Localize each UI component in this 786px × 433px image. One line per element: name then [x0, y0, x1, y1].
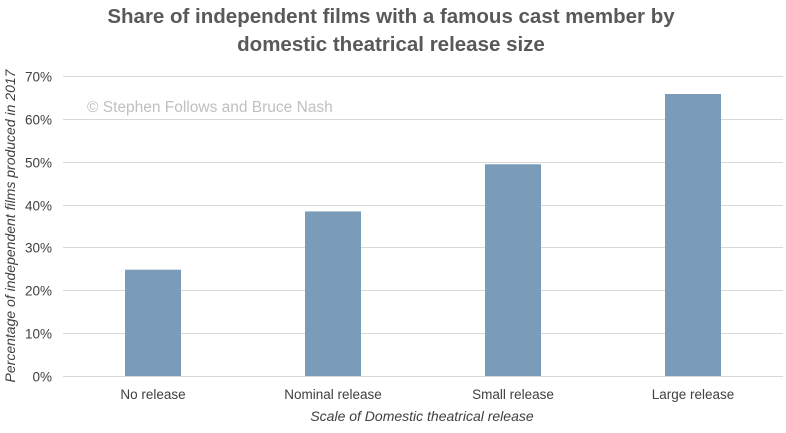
y-tick-label: 50%: [25, 156, 52, 171]
x-tick-label: Nominal release: [284, 387, 382, 402]
x-axis-ticks: No release Nominal release Small release La…: [120, 387, 734, 402]
bars: [125, 94, 721, 376]
x-tick-label: Small release: [472, 387, 554, 402]
bar-no-release: [125, 269, 181, 376]
y-tick-label: 10%: [25, 327, 52, 342]
x-tick-label: No release: [120, 387, 185, 402]
bar-small-release: [485, 164, 541, 376]
bar-nominal-release: [305, 211, 361, 376]
gridlines: [63, 76, 783, 377]
y-tick-label: 40%: [25, 199, 52, 214]
y-tick-label: 70%: [25, 70, 52, 85]
y-axis-ticks: 0% 10% 20% 30% 40% 50% 60% 70%: [25, 70, 52, 385]
copyright-watermark: © Stephen Follows and Bruce Nash: [87, 99, 333, 116]
chart-title-line-2: domestic theatrical release size: [237, 33, 545, 56]
bar-large-release: [665, 94, 721, 376]
chart-title-line-1: Share of independent films with a famous…: [107, 5, 675, 28]
y-tick-label: 20%: [25, 284, 52, 299]
x-tick-label: Large release: [652, 387, 735, 402]
y-tick-label: 60%: [25, 113, 52, 128]
y-tick-label: 0%: [32, 370, 52, 385]
y-axis-title: Percentage of independent films produced…: [2, 68, 18, 382]
x-axis-title: Scale of Domestic theatrical release: [310, 408, 534, 424]
y-tick-label: 30%: [25, 241, 52, 256]
